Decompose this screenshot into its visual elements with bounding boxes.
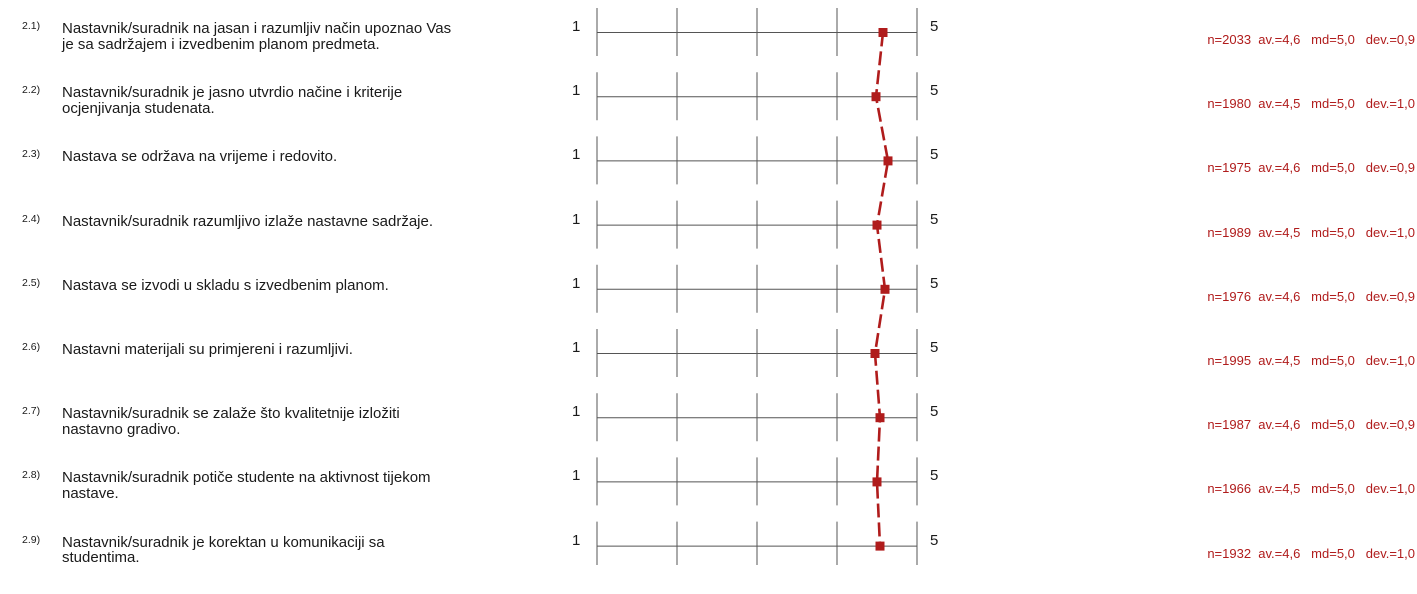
- question-row: 2.6) Nastavni materijali su primjereni i …: [0, 339, 1417, 401]
- mean-marker: [880, 284, 890, 294]
- question-text: Nastavnik/suradnik je jasno utvrdio nači…: [62, 84, 403, 117]
- scale-high-label: 5: [930, 403, 939, 421]
- stats-label: n=1989 av.=4,5 md=5,0 dev.=1,0: [1207, 224, 1415, 240]
- scale-low-label: 1: [572, 339, 581, 356]
- scale-high-label: 5: [930, 339, 939, 356]
- question-number: 2.3): [22, 148, 41, 161]
- question-number: 2.6): [22, 341, 41, 353]
- question-row: 2.3) Nastava se održava na vrijeme i redo…: [0, 146, 1417, 208]
- stats-label: n=1966 av.=4,5 md=5,0 dev.=1,0: [1207, 481, 1415, 497]
- scale-low-label: 1: [572, 467, 581, 485]
- scale-high-label: 5: [930, 467, 939, 485]
- question-text: Nastava se izvodi u skladu s izvedbenim …: [62, 276, 389, 294]
- question-number: 2.5): [22, 276, 41, 289]
- scale-low-label: 1: [572, 82, 581, 100]
- mean-marker: [878, 28, 888, 37]
- question-number: 2.9): [22, 533, 41, 546]
- scale-high-label: 5: [930, 82, 939, 100]
- question-row: 2.9) Nastavnik/suradnik je korektan u kom…: [0, 531, 1417, 594]
- scale-high-label: 5: [930, 210, 939, 228]
- stats-label: n=1975 av.=4,6 md=5,0 dev.=0,9: [1207, 160, 1415, 176]
- scale-low-label: 1: [572, 274, 581, 292]
- mean-marker: [875, 413, 885, 423]
- question-number: 2.4): [22, 212, 41, 225]
- question-number: 2.1): [22, 20, 41, 32]
- question-row: 2.5) Nastava se izvodi u skladu s izvedbe…: [0, 274, 1417, 337]
- stats-label: n=1980 av.=4,5 md=5,0 dev.=1,0: [1207, 96, 1415, 112]
- scale-high-label: 5: [930, 531, 939, 549]
- stats-label: n=1987 av.=4,6 md=5,0 dev.=0,9: [1207, 417, 1415, 433]
- scale-low-label: 1: [572, 531, 581, 549]
- question-text: Nastavnik/suradnik se zalaže što kvalite…: [62, 405, 400, 438]
- scale-low-label: 1: [572, 210, 581, 228]
- mean-marker: [875, 541, 885, 551]
- mean-marker: [883, 156, 893, 166]
- profile-chart: [596, 8, 918, 565]
- question-row: 2.7) Nastavnik/suradnik se zalaže što kva…: [0, 403, 1417, 465]
- stats-label: n=1976 av.=4,6 md=5,0 dev.=0,9: [1207, 288, 1415, 304]
- question-text: Nastavni materijali su primjereni i razu…: [62, 341, 353, 358]
- question-row: 2.4) Nastavnik/suradnik razumljivo izlaže…: [0, 210, 1417, 273]
- question-row: 2.8) Nastavnik/suradnik potiče studente n…: [0, 467, 1417, 529]
- stats-label: n=2033 av.=4,6 md=5,0 dev.=0,9: [1207, 32, 1415, 47]
- scale-low-label: 1: [572, 146, 581, 164]
- question-text: Nastavnik/suradnik razumljivo izlaže nas…: [62, 212, 434, 230]
- question-text: Nastavnik/suradnik potiče studente na ak…: [62, 469, 431, 502]
- scale-high-label: 5: [930, 274, 939, 292]
- question-number: 2.7): [22, 405, 41, 418]
- scale-high-label: 5: [930, 18, 939, 35]
- mean-marker: [870, 349, 880, 358]
- stats-label: n=1995 av.=4,5 md=5,0 dev.=1,0: [1207, 353, 1415, 368]
- stats-label: n=1932 av.=4,6 md=5,0 dev.=1,0: [1207, 545, 1415, 561]
- question-text: Nastavnik/suradnik na jasan i razumljiv …: [62, 20, 452, 53]
- question-row: 2.2) Nastavnik/suradnik je jasno utvrdio …: [0, 82, 1417, 144]
- mean-marker: [871, 92, 881, 102]
- question-text: Nastavnik/suradnik je korektan u komunik…: [62, 533, 385, 567]
- question-number: 2.8): [22, 469, 41, 482]
- question-text: Nastava se održava na vrijeme i redovito…: [62, 148, 338, 166]
- scale-low-label: 1: [572, 18, 581, 35]
- mean-marker: [872, 477, 882, 487]
- question-row: 2.1) Nastavnik/suradnik na jasan i razuml…: [0, 18, 1417, 80]
- scale-low-label: 1: [572, 403, 581, 421]
- mean-marker: [872, 220, 882, 230]
- scale-high-label: 5: [930, 146, 939, 164]
- question-number: 2.2): [22, 84, 41, 97]
